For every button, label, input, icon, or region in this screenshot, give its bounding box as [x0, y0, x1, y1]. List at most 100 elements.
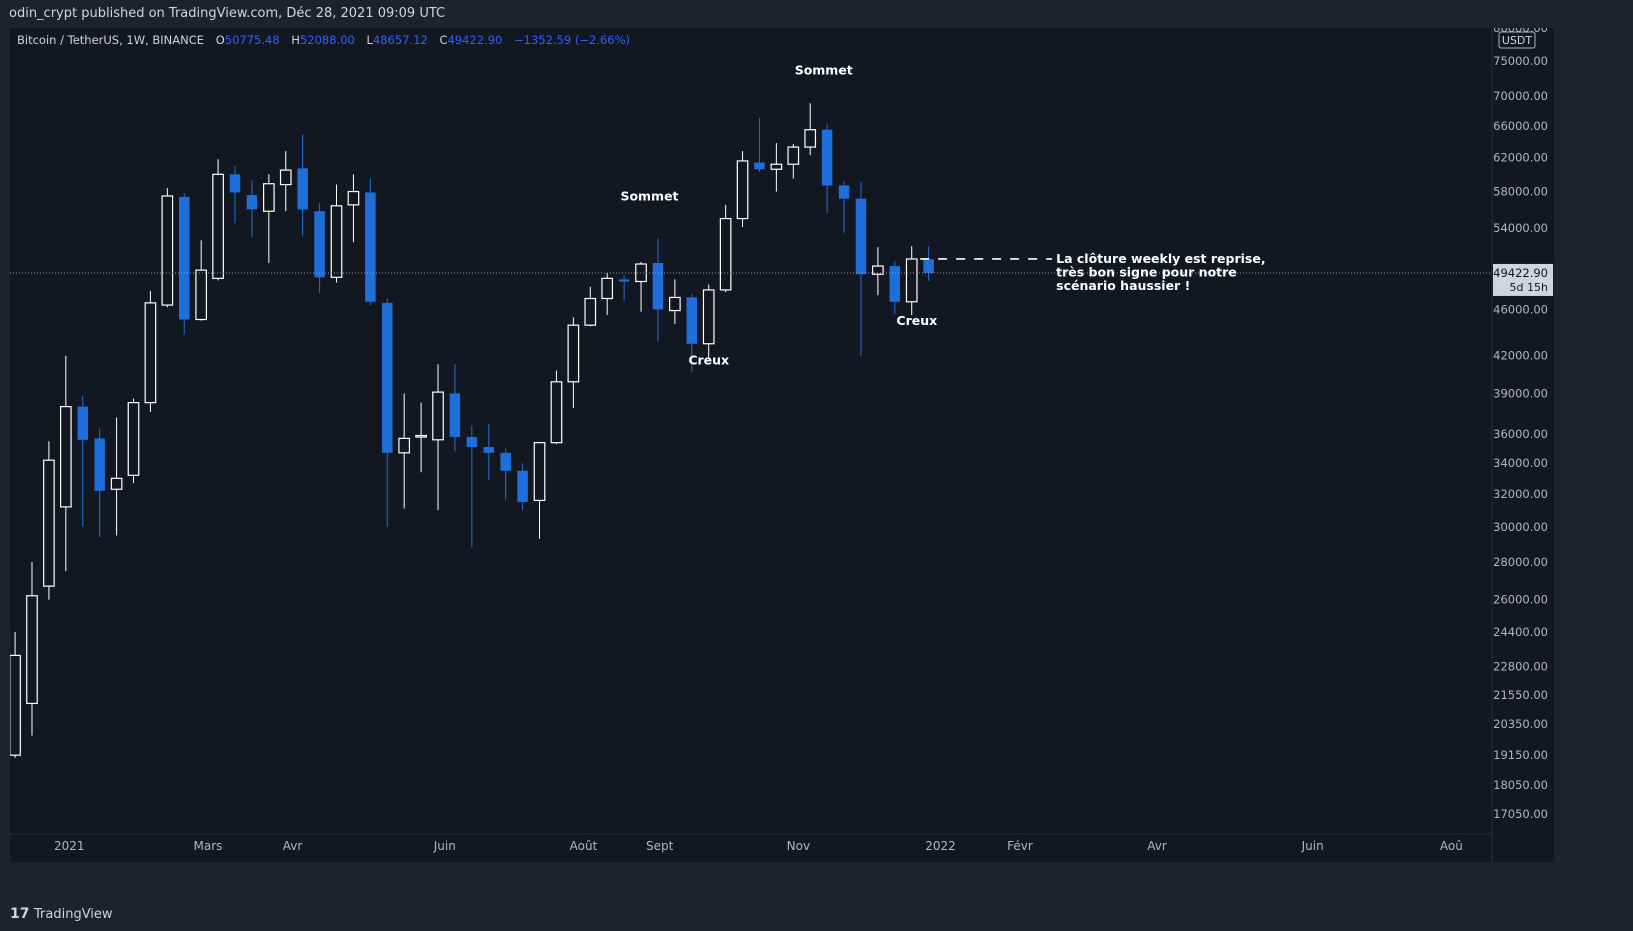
candle-body — [247, 195, 257, 209]
tradingview-logo-icon[interactable]: 17 — [10, 906, 29, 922]
time-tick-label: Avr — [283, 839, 303, 853]
price-tick-label: 66000.00 — [1493, 119, 1548, 133]
annotation-label: Creux — [688, 352, 729, 367]
currency-label: USDT — [1502, 34, 1533, 47]
candle-body — [10, 655, 20, 755]
candle-body — [365, 192, 375, 301]
candle-body — [585, 299, 595, 326]
candle-body — [281, 170, 291, 184]
legend-h-label: H — [291, 33, 300, 47]
candle-body — [923, 259, 933, 273]
symbol-legend: Bitcoin / TetherUS, 1W, BINANCE O50775.4… — [17, 33, 630, 47]
candle-body — [128, 403, 138, 476]
price-tick-label: 30000.00 — [1493, 520, 1548, 534]
legend-c-label: C — [439, 33, 447, 47]
candle-body — [78, 407, 88, 440]
price-tick-label: 22800.00 — [1493, 659, 1548, 673]
time-tick-label: Juin — [1301, 839, 1324, 853]
candle-body — [162, 196, 172, 305]
price-tick-label: 34000.00 — [1493, 456, 1548, 470]
candle-body — [61, 407, 71, 507]
candle-body — [822, 130, 832, 186]
candle-body — [534, 443, 544, 501]
legend-o-value: 50775.48 — [225, 33, 280, 47]
time-tick-label: Févr — [1007, 839, 1033, 853]
candle-body — [450, 393, 460, 437]
candle-body — [551, 382, 561, 443]
footer: 17 TradingView — [10, 904, 310, 928]
publish-info: odin_crypt published on TradingView.com,… — [9, 6, 445, 21]
candle-body — [568, 325, 578, 382]
candle-body — [484, 447, 494, 453]
candle-body — [196, 270, 206, 319]
price-chart[interactable]: La clôture weekly est reprise,très bon s… — [10, 28, 1623, 906]
price-tick-label: 75000.00 — [1493, 54, 1548, 68]
candle-body — [314, 211, 324, 277]
candle-body — [348, 192, 358, 205]
candle-body — [433, 392, 443, 440]
legend-change: −1352.59 (−2.66%) — [514, 33, 630, 47]
candle-body — [754, 163, 764, 170]
time-tick-label: Aoû — [1440, 839, 1463, 853]
last-price-label: 49422.90 — [1493, 266, 1548, 280]
candle-body — [839, 185, 849, 198]
publish-header: odin_crypt published on TradingView.com,… — [0, 0, 1633, 28]
candle-body — [771, 164, 781, 169]
candle-body — [720, 219, 730, 290]
price-tick-label: 58000.00 — [1493, 185, 1548, 199]
annotation-label: Sommet — [795, 63, 853, 78]
candle-body — [416, 436, 426, 438]
countdown-label: 5d 15h — [1510, 281, 1548, 294]
candle-body — [264, 184, 274, 211]
candle-body — [467, 437, 477, 447]
price-tick-label: 70000.00 — [1493, 89, 1548, 103]
candle-body — [213, 174, 223, 278]
plot-background — [10, 28, 1492, 834]
candle-body — [399, 438, 409, 452]
candle-body — [788, 147, 798, 164]
time-tick-label: Août — [570, 839, 598, 853]
tradingview-brand[interactable]: TradingView — [34, 907, 113, 922]
price-tick-label: 62000.00 — [1493, 151, 1548, 165]
price-tick-label: 18050.00 — [1493, 778, 1548, 792]
candle-body — [703, 290, 713, 344]
legend-h-value: 52088.00 — [300, 33, 355, 47]
time-tick-label: Mars — [193, 839, 222, 853]
candle-body — [890, 266, 900, 302]
legend-symbol: Bitcoin / TetherUS, 1W, BINANCE — [17, 33, 204, 47]
candle-body — [517, 471, 527, 502]
candle-body — [297, 168, 307, 209]
candle-body — [687, 297, 697, 343]
legend-c-value: 49422.90 — [447, 33, 502, 47]
candle-body — [805, 130, 815, 147]
candle-body — [230, 174, 240, 192]
legend-o-label: O — [216, 33, 225, 47]
candle-body — [44, 460, 54, 586]
chart-frame: La clôture weekly est reprise, très bon s… — [10, 28, 1623, 906]
annotation-label: Creux — [896, 313, 937, 328]
price-tick-label: 42000.00 — [1493, 349, 1548, 363]
candle-body — [500, 453, 510, 471]
candle-body — [670, 297, 680, 310]
price-tick-label: 39000.00 — [1493, 386, 1548, 400]
candle-body — [619, 279, 629, 281]
price-tick-label: 28000.00 — [1493, 555, 1548, 569]
price-tick-label: 20350.00 — [1493, 717, 1548, 731]
candle-body — [737, 161, 747, 219]
candle-body — [653, 263, 663, 309]
candle-body — [111, 478, 121, 489]
candle-body — [331, 206, 341, 278]
candle-body — [602, 278, 612, 298]
candle-body — [27, 596, 37, 704]
candle-body — [179, 197, 189, 320]
price-tick-label: 32000.00 — [1493, 487, 1548, 501]
time-tick-label: 2022 — [925, 839, 956, 853]
note-text-line: scénario haussier ! — [1056, 278, 1190, 293]
candle-body — [94, 438, 104, 490]
price-tick-label: 17050.00 — [1493, 807, 1548, 821]
candle-body — [145, 303, 155, 403]
time-tick-label: Sept — [646, 839, 674, 853]
price-tick-label: 21550.00 — [1493, 688, 1548, 702]
legend-l-value: 48657.12 — [373, 33, 428, 47]
candle-body — [906, 259, 916, 302]
